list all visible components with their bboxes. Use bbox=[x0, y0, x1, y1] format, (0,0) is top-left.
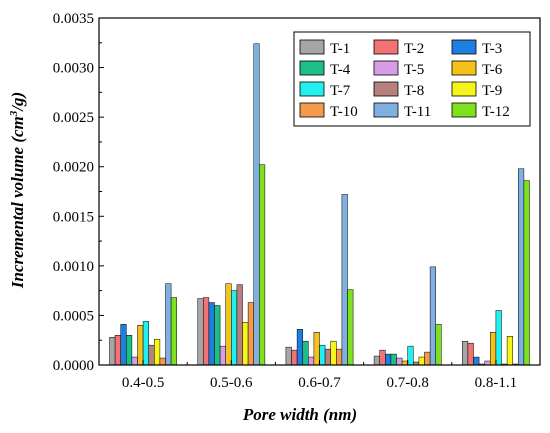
legend-label-t-11: T-11 bbox=[404, 104, 431, 120]
legend-swatch-t-10 bbox=[299, 102, 325, 118]
bar-t-11-0.8-1.1 bbox=[518, 168, 525, 366]
bar-t-1-0.8-1.1 bbox=[462, 340, 469, 366]
legend-swatch-t-5 bbox=[373, 60, 399, 76]
y-tick-label: 0.0010 bbox=[53, 259, 94, 275]
y-axis-title-main: Incremental volume (cm bbox=[8, 116, 27, 289]
bar-t-2-0.6-0.7 bbox=[291, 349, 298, 366]
bar-t-3-0.4-0.5 bbox=[120, 324, 127, 366]
x-tick-label: 0.5-0.6 bbox=[210, 375, 253, 391]
bar-t-1-0.7-0.8 bbox=[373, 355, 380, 366]
bar-t-5-0.6-0.7 bbox=[308, 356, 315, 366]
bar-t-4-0.4-0.5 bbox=[126, 335, 133, 366]
y-tick-label: 0.0025 bbox=[53, 110, 94, 126]
legend-label-t-12: T-12 bbox=[482, 104, 510, 120]
y-tick-label: 0.0005 bbox=[53, 308, 94, 324]
legend-swatch-t-2 bbox=[373, 39, 399, 55]
bar-t-3-0.5-0.6 bbox=[208, 302, 215, 366]
y-tick-label: 0.0000 bbox=[53, 358, 94, 374]
legend-swatch-t-1 bbox=[299, 39, 325, 55]
legend-swatch-t-8 bbox=[373, 81, 399, 97]
bar-t-6-0.5-0.6 bbox=[225, 283, 232, 366]
legend-swatch-t-12 bbox=[451, 102, 477, 118]
bar-t-11-0.4-0.5 bbox=[165, 283, 172, 366]
bar-t-7-0.6-0.7 bbox=[319, 344, 326, 366]
bar-t-8-0.4-0.5 bbox=[148, 344, 155, 366]
bar-t-9-0.5-0.6 bbox=[242, 322, 249, 366]
bar-t-4-0.6-0.7 bbox=[302, 340, 309, 366]
bar-t-12-0.8-1.1 bbox=[523, 180, 530, 366]
bar-t-7-0.4-0.5 bbox=[142, 321, 149, 366]
y-tick-label: 0.0035 bbox=[53, 11, 94, 27]
bar-t-6-0.4-0.5 bbox=[137, 325, 144, 366]
bar-t-4-0.5-0.6 bbox=[214, 305, 221, 366]
legend-swatch-t-4 bbox=[299, 60, 325, 76]
bar-t-9-0.8-1.1 bbox=[506, 336, 513, 366]
bar-t-1-0.4-0.5 bbox=[109, 336, 116, 366]
bar-t-11-0.6-0.7 bbox=[341, 194, 348, 366]
y-tick-label: 0.0030 bbox=[53, 61, 94, 77]
legend-label-t-1: T-1 bbox=[330, 41, 350, 57]
x-tick-label: 0.8-1.1 bbox=[475, 375, 518, 391]
bar-t-7-0.5-0.6 bbox=[231, 290, 238, 366]
bar-t-2-0.4-0.5 bbox=[114, 335, 121, 366]
bar-t-1-0.5-0.6 bbox=[197, 298, 204, 366]
bar-t-7-0.7-0.8 bbox=[407, 345, 414, 366]
bar-t-11-0.7-0.8 bbox=[429, 266, 436, 366]
bar-t-3-0.7-0.8 bbox=[385, 353, 392, 366]
legend-label-t-2: T-2 bbox=[404, 41, 424, 57]
x-axis-title: Pore width (nm) bbox=[242, 405, 357, 424]
bar-t-12-0.6-0.7 bbox=[347, 289, 354, 366]
legend-label-t-5: T-5 bbox=[404, 62, 424, 78]
x-tick-label: 0.7-0.8 bbox=[386, 375, 429, 391]
y-tick-label: 0.0020 bbox=[53, 160, 94, 176]
legend-label-t-6: T-6 bbox=[482, 62, 503, 78]
legend-label-t-8: T-8 bbox=[404, 83, 424, 99]
legend-swatch-t-6 bbox=[451, 60, 477, 76]
y-axis-title-tail: /g) bbox=[8, 92, 27, 113]
bar-t-8-0.6-0.7 bbox=[324, 348, 331, 366]
bar-t-9-0.7-0.8 bbox=[418, 356, 425, 366]
bar-t-2-0.5-0.6 bbox=[203, 297, 210, 366]
bar-t-8-0.5-0.6 bbox=[236, 284, 243, 366]
y-axis-title-superscript: 3 bbox=[8, 110, 20, 117]
bar-t-5-0.5-0.6 bbox=[219, 345, 226, 366]
bar-t-9-0.4-0.5 bbox=[154, 338, 161, 366]
y-tick-label: 0.0015 bbox=[53, 209, 94, 225]
bar-t-1-0.6-0.7 bbox=[285, 346, 292, 366]
legend-label-t-7: T-7 bbox=[330, 83, 351, 99]
y-axis-title: Incremental volume (cm3/g) bbox=[8, 92, 27, 289]
bar-t-7-0.8-1.1 bbox=[495, 310, 502, 366]
bar-t-10-0.6-0.7 bbox=[336, 348, 343, 366]
legend-swatch-t-3 bbox=[451, 39, 477, 55]
bar-t-6-0.6-0.7 bbox=[313, 332, 320, 366]
legend-box bbox=[293, 31, 531, 127]
bar-t-9-0.6-0.7 bbox=[330, 340, 337, 366]
bar-t-6-0.8-1.1 bbox=[490, 332, 497, 366]
bar-t-4-0.7-0.8 bbox=[390, 353, 397, 366]
bar-t-2-0.7-0.8 bbox=[379, 349, 386, 366]
legend-label-t-3: T-3 bbox=[482, 41, 502, 57]
legend-label-t-10: T-10 bbox=[330, 104, 358, 120]
bar-t-2-0.8-1.1 bbox=[467, 342, 474, 366]
bar-t-3-0.8-1.1 bbox=[473, 356, 480, 366]
bar-t-5-0.4-0.5 bbox=[131, 356, 138, 366]
bar-t-10-0.4-0.5 bbox=[159, 357, 166, 366]
legend-swatch-t-9 bbox=[451, 81, 477, 97]
x-tick-label: 0.4-0.5 bbox=[122, 375, 165, 391]
bar-t-5-0.7-0.8 bbox=[396, 357, 403, 366]
bar-t-3-0.6-0.7 bbox=[296, 329, 303, 366]
bar-t-12-0.4-0.5 bbox=[170, 297, 177, 366]
legend-swatch-t-7 bbox=[299, 81, 325, 97]
legend-swatch-t-11 bbox=[373, 102, 399, 118]
legend-label-t-4: T-4 bbox=[330, 62, 351, 78]
bar-t-10-0.7-0.8 bbox=[424, 351, 431, 366]
legend-label-t-9: T-9 bbox=[482, 83, 502, 99]
bar-t-10-0.5-0.6 bbox=[247, 302, 254, 366]
bar-t-11-0.5-0.6 bbox=[253, 43, 260, 366]
bar-t-12-0.7-0.8 bbox=[435, 324, 442, 366]
x-tick-label: 0.6-0.7 bbox=[298, 375, 341, 391]
bar-t-12-0.5-0.6 bbox=[259, 164, 266, 366]
